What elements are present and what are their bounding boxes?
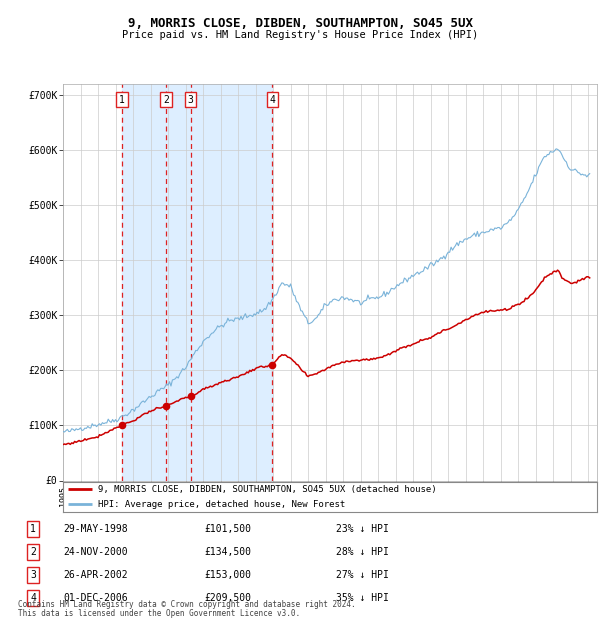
Text: 2: 2 <box>30 547 36 557</box>
Text: 3: 3 <box>188 95 194 105</box>
Text: 3: 3 <box>30 570 36 580</box>
Text: 26-APR-2002: 26-APR-2002 <box>63 570 128 580</box>
Text: 29-MAY-1998: 29-MAY-1998 <box>63 524 128 534</box>
Bar <box>166 84 191 480</box>
Text: 23% ↓ HPI: 23% ↓ HPI <box>336 524 389 534</box>
Text: 2: 2 <box>163 95 169 105</box>
Text: £101,500: £101,500 <box>204 524 251 534</box>
Text: 1: 1 <box>119 95 125 105</box>
Text: HPI: Average price, detached house, New Forest: HPI: Average price, detached house, New … <box>98 500 345 508</box>
Text: 27% ↓ HPI: 27% ↓ HPI <box>336 570 389 580</box>
Text: 9, MORRIS CLOSE, DIBDEN, SOUTHAMPTON, SO45 5UX (detached house): 9, MORRIS CLOSE, DIBDEN, SOUTHAMPTON, SO… <box>98 485 436 494</box>
Text: 4: 4 <box>269 95 275 105</box>
Text: 24-NOV-2000: 24-NOV-2000 <box>63 547 128 557</box>
Text: 01-DEC-2006: 01-DEC-2006 <box>63 593 128 603</box>
Text: 4: 4 <box>30 593 36 603</box>
Text: 28% ↓ HPI: 28% ↓ HPI <box>336 547 389 557</box>
Text: £134,500: £134,500 <box>204 547 251 557</box>
Text: Contains HM Land Registry data © Crown copyright and database right 2024.: Contains HM Land Registry data © Crown c… <box>18 600 356 609</box>
Text: 9, MORRIS CLOSE, DIBDEN, SOUTHAMPTON, SO45 5UX: 9, MORRIS CLOSE, DIBDEN, SOUTHAMPTON, SO… <box>128 17 473 30</box>
Text: £153,000: £153,000 <box>204 570 251 580</box>
Bar <box>191 84 272 480</box>
Bar <box>122 84 166 480</box>
Text: 1: 1 <box>30 524 36 534</box>
Text: £209,500: £209,500 <box>204 593 251 603</box>
Text: This data is licensed under the Open Government Licence v3.0.: This data is licensed under the Open Gov… <box>18 608 300 618</box>
Text: Price paid vs. HM Land Registry's House Price Index (HPI): Price paid vs. HM Land Registry's House … <box>122 30 478 40</box>
Text: 35% ↓ HPI: 35% ↓ HPI <box>336 593 389 603</box>
